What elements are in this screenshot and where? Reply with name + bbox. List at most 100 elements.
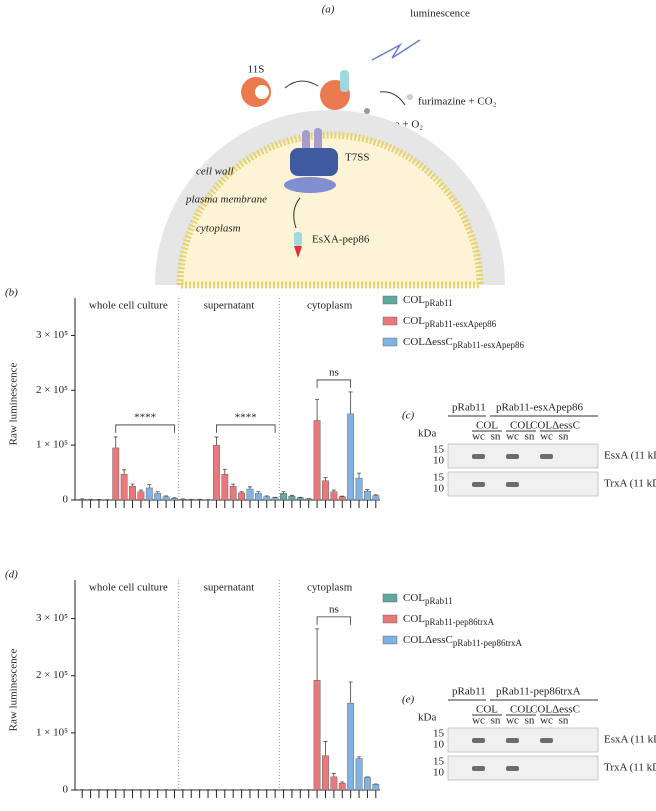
lane-label: wc [472,431,485,443]
arrow [293,197,301,229]
bar [129,486,136,501]
legend-label: COLpRab11 [403,294,453,309]
band [506,766,519,771]
error-bar [172,497,177,499]
bar [112,447,120,501]
error-bar [331,773,336,777]
error-bar [155,491,160,494]
lane-label: sn [491,715,501,727]
marker-label: 10 [433,739,445,751]
legend-swatch [382,614,398,624]
substrate-dot [364,108,370,114]
legend-swatch [382,593,398,603]
marker-label: 10 [433,767,445,779]
error-bar [247,486,252,490]
error-bar [357,472,362,479]
strain-label: COL [476,704,498,716]
legend-sub: pRab11-esxApep86 [453,340,525,350]
blot-membrane [447,755,599,781]
marker-label: 15 [433,472,445,484]
significance-bracket [316,379,352,388]
y-tick-label: 3 × 10⁵ [36,612,68,624]
bar [313,420,321,501]
section-label: cytoplasm [307,582,353,594]
error-bar [264,495,269,497]
significance-bracket [316,616,352,625]
arrow [284,80,319,89]
marker-label: 10 [433,455,445,467]
bar [213,444,220,501]
bar [280,493,287,501]
section-label: whole cell culture [89,582,168,594]
error-bar [164,495,169,497]
legend-name: COLΔessC [403,336,453,348]
bar [296,497,304,501]
band [472,766,485,771]
bar [154,493,162,501]
bar [120,474,128,501]
strain-label: COL [510,420,532,432]
strain-label: COLΔessC [530,420,580,432]
membrane [176,131,484,289]
blot-membrane [447,471,599,497]
y-axis-title: Raw luminescence [8,362,20,445]
section-label: supernatant [204,582,255,594]
y-tick-label: 0 [63,784,69,796]
error-bar [113,436,118,448]
error-bar [289,494,294,497]
error-bar [373,494,378,496]
bar [221,474,229,501]
cell-wall-label: cell wall [196,166,234,178]
lane-label: sn [525,715,535,727]
error-bar [348,681,353,704]
legend-name: COL [403,294,425,306]
product-dot [407,94,413,100]
error-bar [122,469,127,475]
error-bar [340,781,345,784]
kda-label: kDa [418,712,436,724]
band-label: EsxA (11 kDa) [604,734,656,746]
label-11s: 11S [248,64,265,76]
error-bar [340,495,345,497]
peptide [340,70,349,92]
legend-label: COLpRab11 [403,592,453,607]
bar [364,491,371,501]
legend-swatch [382,337,398,347]
bar [364,777,371,791]
bar [330,776,338,791]
membrane-label: plasma membrane [185,194,267,206]
bar [338,496,346,501]
error-bar [214,436,219,446]
bar [229,486,237,501]
y-tick-label: 0 [63,494,69,506]
bar [246,488,254,501]
bar [355,477,363,501]
arrow [379,91,406,106]
bar [137,491,145,501]
bar [305,498,313,501]
section-label: supernatant [204,300,255,312]
error-bar [231,483,236,487]
bar [372,495,380,501]
error-bar [357,756,362,759]
lane-label: sn [491,431,501,443]
plasmid-label: pRab11 [452,402,486,414]
bar [347,413,355,501]
band-label: TrxA (11 kDa) [604,762,656,774]
y-tick-label: 2 × 10⁵ [36,669,68,681]
legend-label: COLpRab11-pep86trxA [403,613,495,628]
bar [322,755,329,791]
error-bar [273,496,278,498]
bar [322,480,329,501]
esxa-tag [294,246,302,258]
band [540,454,553,459]
legend-name: COL [403,315,425,327]
error-bar [222,468,227,475]
luminescence-label: luminescence [410,8,470,20]
bar [372,784,380,791]
lane-label: wc [540,715,553,727]
error-bar [138,489,143,492]
bar [263,496,271,501]
lane-label: sn [525,431,535,443]
band [472,454,485,459]
